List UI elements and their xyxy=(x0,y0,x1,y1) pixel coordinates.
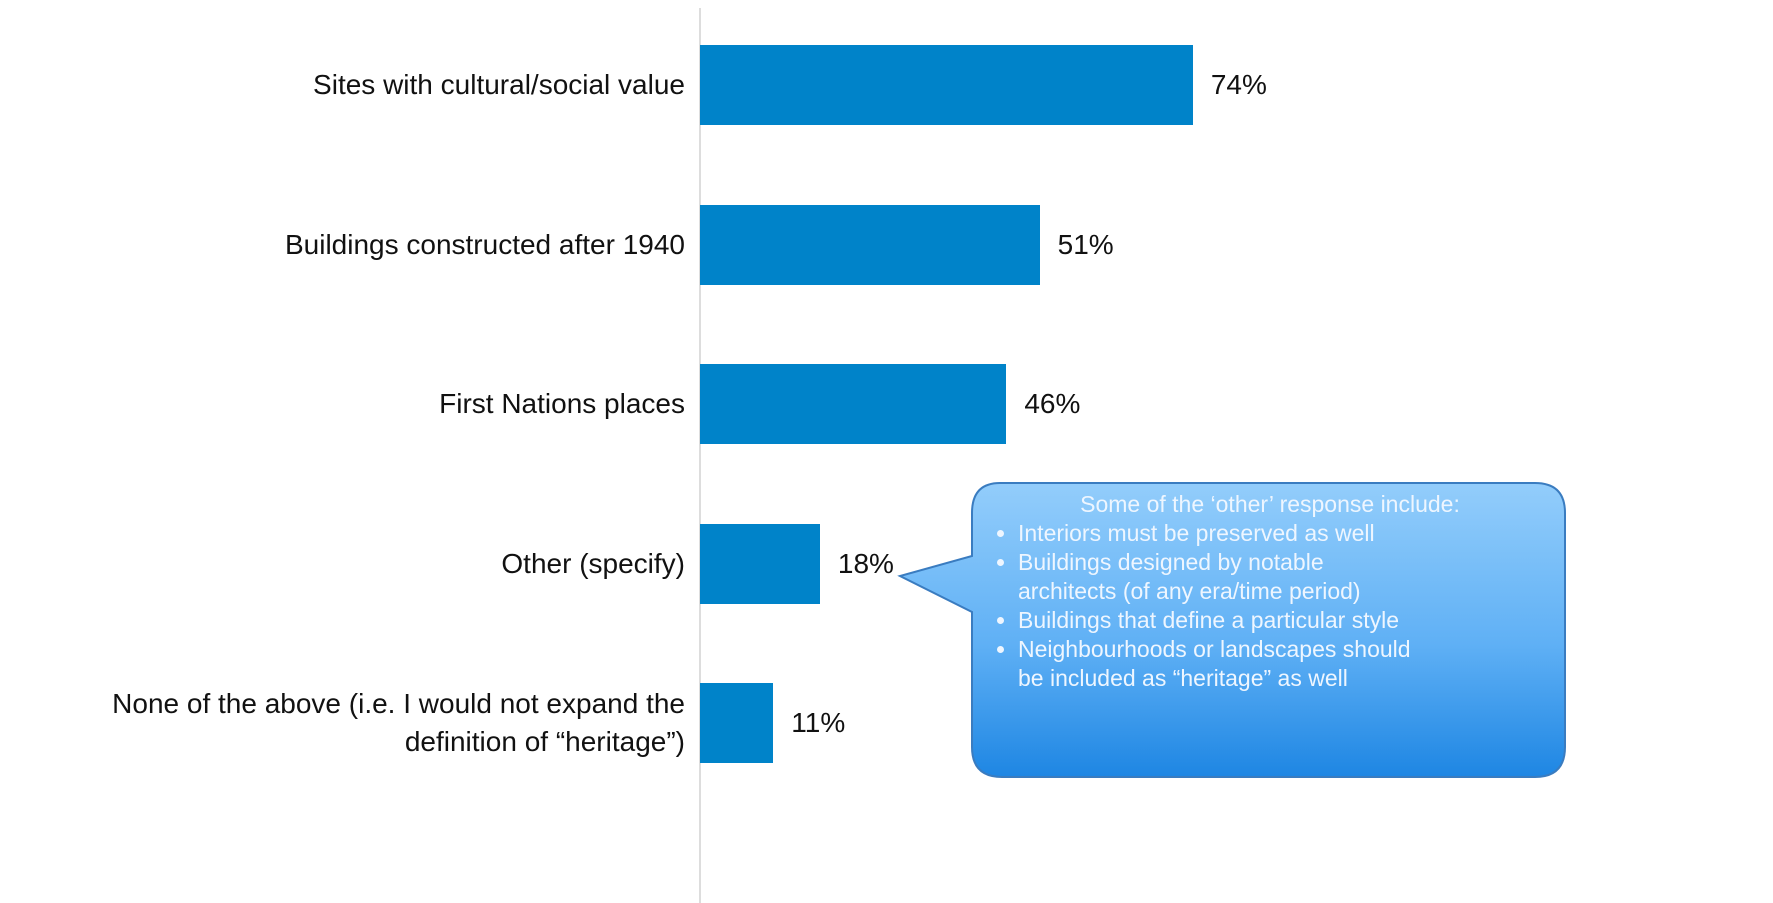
value-label: 18% xyxy=(837,547,894,579)
bar xyxy=(700,523,820,604)
bar xyxy=(700,683,774,763)
callout-item: Buildings that define a particular style xyxy=(1018,606,1550,635)
category-label: First Nations places xyxy=(439,388,685,419)
bar xyxy=(700,364,1007,444)
category-label: Sites with cultural/social value xyxy=(313,69,685,100)
category-label: Other (specify) xyxy=(501,547,685,579)
value-label: 74% xyxy=(1210,69,1267,100)
callout-title: Some of the ‘other’ response include: xyxy=(1080,491,1460,517)
callout-item: Interiors must be preserved as well xyxy=(1018,519,1550,548)
value-label: 11% xyxy=(791,707,846,738)
callout-box xyxy=(897,482,1566,778)
value-label: 51% xyxy=(1057,228,1114,260)
category-label: Buildings constructed after 1940 xyxy=(284,228,685,260)
callout-item: Buildings designed by notable architects… xyxy=(1018,548,1550,606)
bar xyxy=(700,204,1040,285)
category-label: None of the above (i.e. I would not expa… xyxy=(112,688,685,757)
value-label: 46% xyxy=(1024,388,1081,419)
callout-item: Neighbourhoods or landscapes should be i… xyxy=(1018,635,1550,693)
bar xyxy=(700,45,1193,125)
callout: Some of the ‘other’ response include: In… xyxy=(990,490,1550,693)
callout-list: Interiors must be preserved as wellBuild… xyxy=(990,519,1550,693)
